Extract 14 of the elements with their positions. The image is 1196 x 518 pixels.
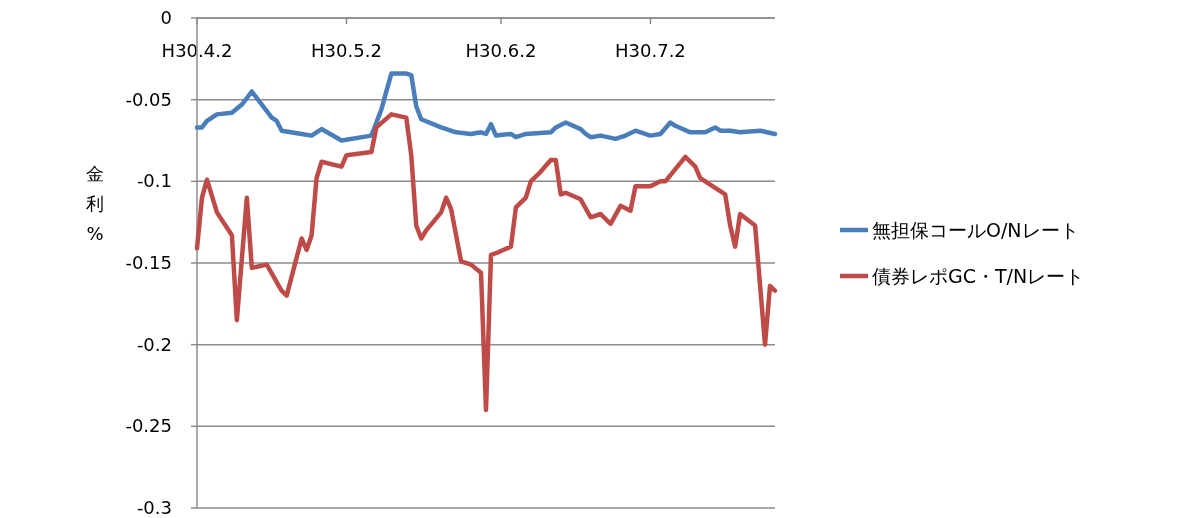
y-tick-label: -0.2 — [136, 333, 172, 355]
legend-label: 無担保コールO/Nレート — [872, 219, 1079, 241]
x-tick-label: H30.7.2 — [615, 40, 686, 61]
x-tick-label: H30.5.2 — [311, 40, 382, 61]
legend-label: 債券レポGC・T/Nレート — [872, 265, 1085, 287]
y-tick-label: 0 — [160, 7, 172, 28]
x-tick-label: H30.6.2 — [465, 40, 537, 61]
ylabel: 金利% — [86, 163, 104, 244]
y-tick-label: -0.05 — [125, 88, 172, 110]
y-tick-label: -0.25 — [125, 415, 172, 437]
y-tick-label: -0.1 — [136, 170, 172, 192]
y-tick-label: -0.3 — [136, 497, 172, 518]
y-tick-label: -0.15 — [125, 252, 172, 273]
x-tick-label: H30.4.2 — [161, 40, 233, 61]
